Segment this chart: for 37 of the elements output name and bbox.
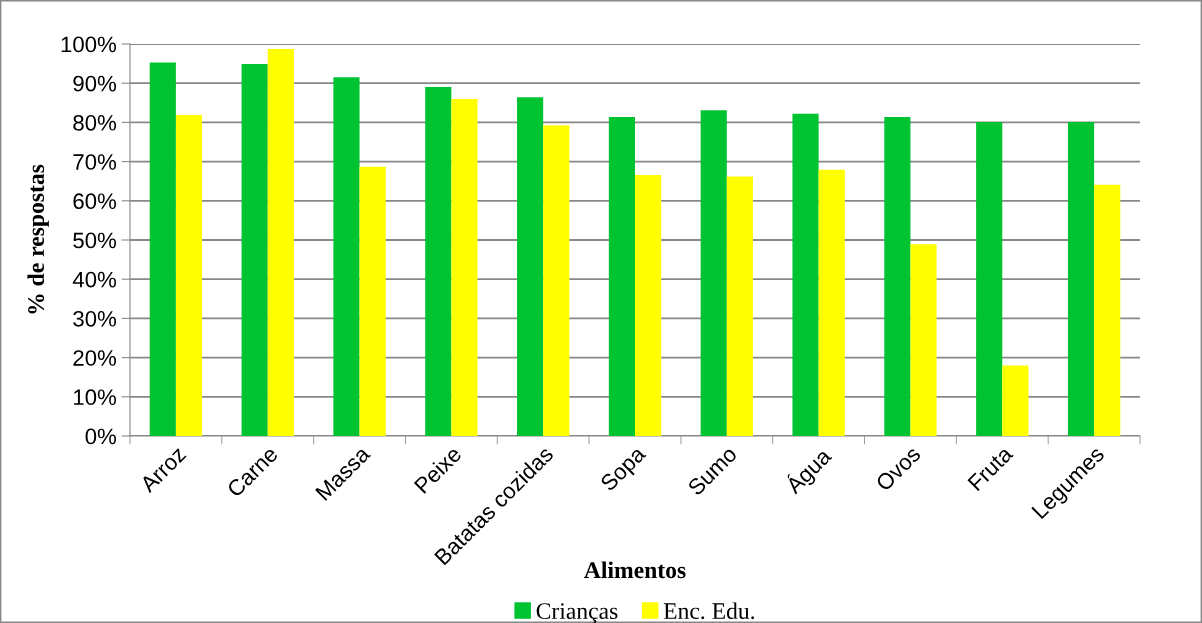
bar <box>1094 184 1121 436</box>
y-tick-label: 0% <box>85 428 117 445</box>
y-tick-label: 90% <box>73 75 117 92</box>
y-tick-label: 10% <box>74 389 117 406</box>
y-axis-title: % de respostas <box>27 164 49 314</box>
bar <box>700 110 727 436</box>
y-tick-label: 60% <box>73 193 117 210</box>
bar <box>175 114 203 436</box>
bar <box>451 98 478 436</box>
bar <box>517 97 544 436</box>
bar <box>425 87 452 436</box>
y-tick-label: 100% <box>61 36 117 53</box>
y-tick-label: 70% <box>73 154 117 170</box>
bar <box>818 169 845 436</box>
bar <box>1002 365 1029 436</box>
bar <box>359 166 386 436</box>
bar <box>976 122 1003 436</box>
x-axis-title: Alimentos <box>584 561 686 579</box>
bar <box>333 77 360 436</box>
bar <box>241 63 268 436</box>
bar <box>1067 122 1095 436</box>
bar <box>543 125 570 436</box>
bar <box>149 62 176 436</box>
y-tick-label: 40% <box>72 271 117 288</box>
bar <box>884 116 911 436</box>
bar <box>267 49 294 436</box>
y-tick-label: 30% <box>73 310 117 327</box>
y-tick-label: 20% <box>73 350 117 366</box>
bar <box>910 244 937 436</box>
bar <box>635 174 662 436</box>
bar <box>726 176 753 436</box>
y-tick-label: 80% <box>73 114 117 131</box>
bar <box>608 116 635 436</box>
legend-label: Crianças <box>536 603 618 623</box>
bar <box>792 113 819 436</box>
y-tick-label: 50% <box>73 232 117 249</box>
legend-label: Enc. Edu. <box>663 602 755 620</box>
